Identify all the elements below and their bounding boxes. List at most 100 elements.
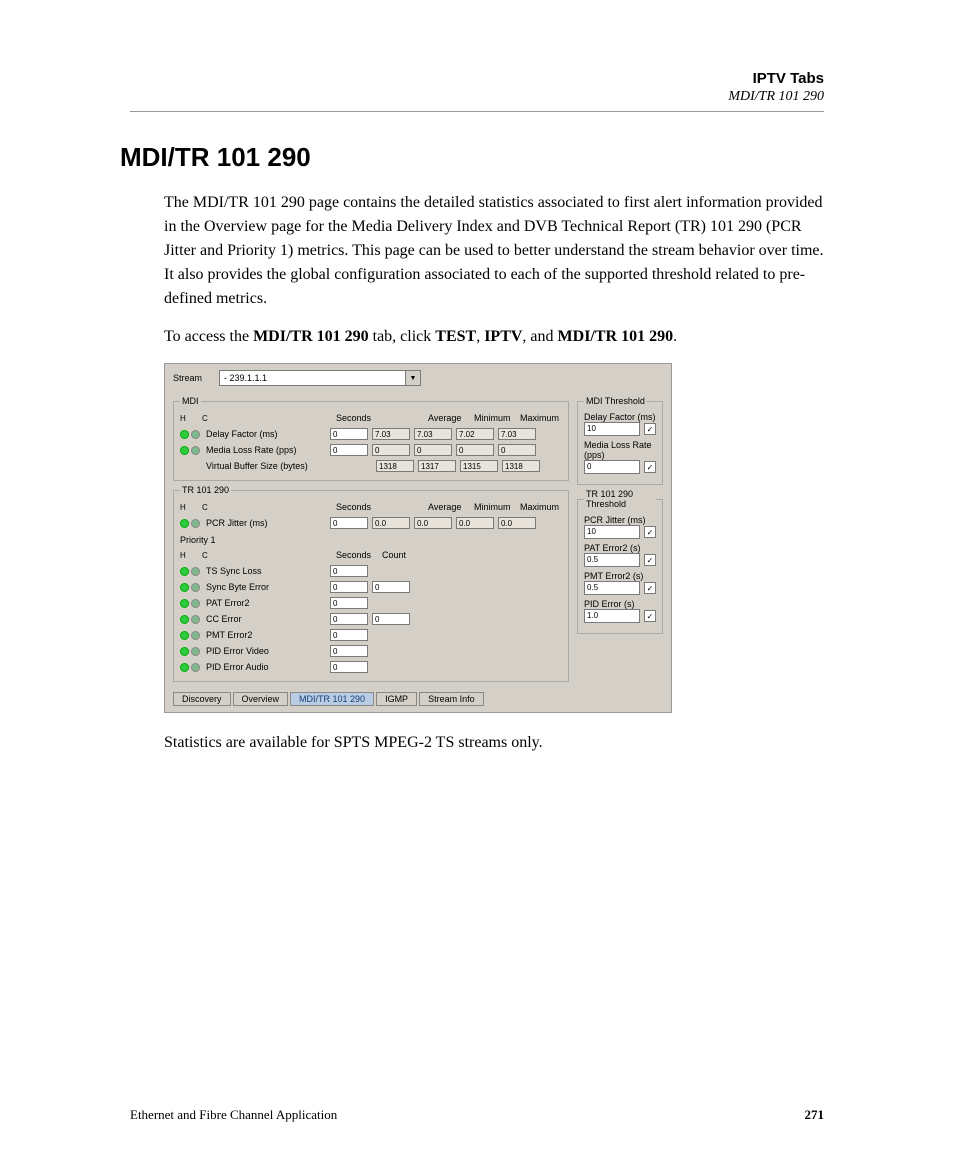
minimum-field: 1315 xyxy=(460,460,498,472)
col-head-maximum: Maximum xyxy=(520,413,562,423)
priority-row: PID Error Video0 xyxy=(180,643,562,659)
stream-dropdown[interactable]: - 239.1.1.1 ▼ xyxy=(219,370,421,386)
threshold-checkbox[interactable]: ✓ xyxy=(644,582,656,594)
tr-legend: TR 101 290 xyxy=(180,485,231,495)
page-number: 271 xyxy=(805,1107,825,1123)
value-field: 7.03 xyxy=(372,428,410,440)
count-field[interactable]: 0 xyxy=(372,613,410,625)
value-field: 1318 xyxy=(376,460,414,472)
running-header-subtitle: MDI/TR 101 290 xyxy=(130,89,824,105)
status-led-icon xyxy=(191,647,200,656)
status-led-icon xyxy=(180,599,189,608)
maximum-field: 0.0 xyxy=(498,517,536,529)
status-led-icon xyxy=(180,631,189,640)
metric-label: PAT Error2 xyxy=(206,598,326,608)
threshold-checkbox[interactable]: ✓ xyxy=(644,526,656,538)
tab-discovery[interactable]: Discovery xyxy=(173,692,231,706)
mdi-row: Delay Factor (ms) 0 7.03 7.03 7.02 7.03 xyxy=(180,426,562,442)
average-field: 1317 xyxy=(418,460,456,472)
header-rule xyxy=(130,111,824,112)
status-led-icon xyxy=(191,430,200,439)
status-led-icon xyxy=(180,430,189,439)
threshold-checkbox[interactable]: ✓ xyxy=(644,423,656,435)
seconds-field[interactable]: 0 xyxy=(330,597,368,609)
seconds-field[interactable]: 0 xyxy=(330,613,368,625)
col-head-seconds: Seconds xyxy=(336,413,378,423)
intro-paragraph: The MDI/TR 101 290 page contains the det… xyxy=(164,191,824,311)
threshold-input[interactable]: 0.5 xyxy=(584,581,640,595)
seconds-field[interactable]: 0 xyxy=(330,565,368,577)
status-led-icon xyxy=(191,583,200,592)
col-head-maximum: Maximum xyxy=(520,502,562,512)
text: tab, click xyxy=(369,328,436,345)
text: , and xyxy=(522,328,557,345)
threshold-input[interactable]: 1.0 xyxy=(584,609,640,623)
col-head-average: Average xyxy=(428,413,470,423)
threshold-input[interactable]: 10 xyxy=(584,422,640,436)
status-led-icon xyxy=(180,615,189,624)
status-led-icon xyxy=(191,615,200,624)
threshold-input[interactable]: 0 xyxy=(584,460,640,474)
priority-label: Priority 1 xyxy=(180,535,562,545)
metric-label: Virtual Buffer Size (bytes) xyxy=(206,461,326,471)
page-heading: MDI/TR 101 290 xyxy=(120,142,824,173)
mdi-threshold-group: MDI Threshold Delay Factor (ms)10✓Media … xyxy=(577,396,663,485)
average-field: 0 xyxy=(414,444,452,456)
minimum-field: 0 xyxy=(456,444,494,456)
seconds-field[interactable]: 0 xyxy=(330,428,368,440)
mdi-row: Virtual Buffer Size (bytes) 1318 1317 13… xyxy=(180,458,562,474)
threshold-checkbox[interactable]: ✓ xyxy=(644,610,656,622)
text: , xyxy=(476,328,484,345)
mdi-row: Media Loss Rate (pps) 0 0 0 0 0 xyxy=(180,442,562,458)
col-head-h: H xyxy=(180,414,198,423)
col-head-seconds: Seconds xyxy=(336,550,378,560)
threshold-input[interactable]: 10 xyxy=(584,525,640,539)
seconds-field[interactable]: 0 xyxy=(330,645,368,657)
tab-overview[interactable]: Overview xyxy=(233,692,289,706)
tab-stream-info[interactable]: Stream Info xyxy=(419,692,484,706)
text-bold: MDI/TR 101 290 xyxy=(558,328,674,345)
status-led-icon xyxy=(191,446,200,455)
average-field: 0.0 xyxy=(414,517,452,529)
seconds-field[interactable]: 0 xyxy=(330,517,368,529)
col-head-c: C xyxy=(202,551,208,560)
tab-igmp[interactable]: IGMP xyxy=(376,692,417,706)
average-field: 7.03 xyxy=(414,428,452,440)
maximum-field: 1318 xyxy=(502,460,540,472)
priority-row: Sync Byte Error 00 xyxy=(180,579,562,595)
tr-row: PCR Jitter (ms) 0 0.0 0.0 0.0 0.0 xyxy=(180,515,562,531)
threshold-label: Media Loss Rate (pps) xyxy=(584,440,656,460)
seconds-field[interactable]: 0 xyxy=(330,581,368,593)
threshold-label: PAT Error2 (s) xyxy=(584,543,656,553)
priority-row: PAT Error2 0 xyxy=(180,595,562,611)
threshold-label: PCR Jitter (ms) xyxy=(584,515,656,525)
value-field: 0 xyxy=(372,444,410,456)
maximum-field: 0 xyxy=(498,444,536,456)
count-field[interactable]: 0 xyxy=(372,581,410,593)
priority-row: PID Error Audio 0 xyxy=(180,659,562,675)
running-header-title: IPTV Tabs xyxy=(130,70,824,87)
status-led-icon xyxy=(191,631,200,640)
metric-label: PID Error Audio xyxy=(206,662,326,672)
tab-mdi-tr-101-290[interactable]: MDI/TR 101 290 xyxy=(290,692,374,706)
threshold-label: Delay Factor (ms) xyxy=(584,412,656,422)
col-head-average: Average xyxy=(428,502,470,512)
status-led-icon xyxy=(180,446,189,455)
threshold-checkbox[interactable]: ✓ xyxy=(644,554,656,566)
metric-label: CC Error xyxy=(206,614,326,624)
minimum-field: 0.0 xyxy=(456,517,494,529)
tr-threshold-group: TR 101 290 Threshold PCR Jitter (ms)10✓P… xyxy=(577,489,663,634)
metric-label: Sync Byte Error xyxy=(206,582,326,592)
threshold-label: PMT Error2 (s) xyxy=(584,571,656,581)
seconds-field[interactable]: 0 xyxy=(330,661,368,673)
status-led-icon xyxy=(180,663,189,672)
mdi-threshold-legend: MDI Threshold xyxy=(584,396,647,406)
priority-row: CC Error 00 xyxy=(180,611,562,627)
seconds-field[interactable]: 0 xyxy=(330,444,368,456)
seconds-field[interactable]: 0 xyxy=(330,629,368,641)
threshold-checkbox[interactable]: ✓ xyxy=(644,461,656,473)
chevron-down-icon[interactable]: ▼ xyxy=(405,371,420,385)
stream-dropdown-value: - 239.1.1.1 xyxy=(220,373,405,383)
status-led-icon xyxy=(180,567,189,576)
threshold-input[interactable]: 0.5 xyxy=(584,553,640,567)
